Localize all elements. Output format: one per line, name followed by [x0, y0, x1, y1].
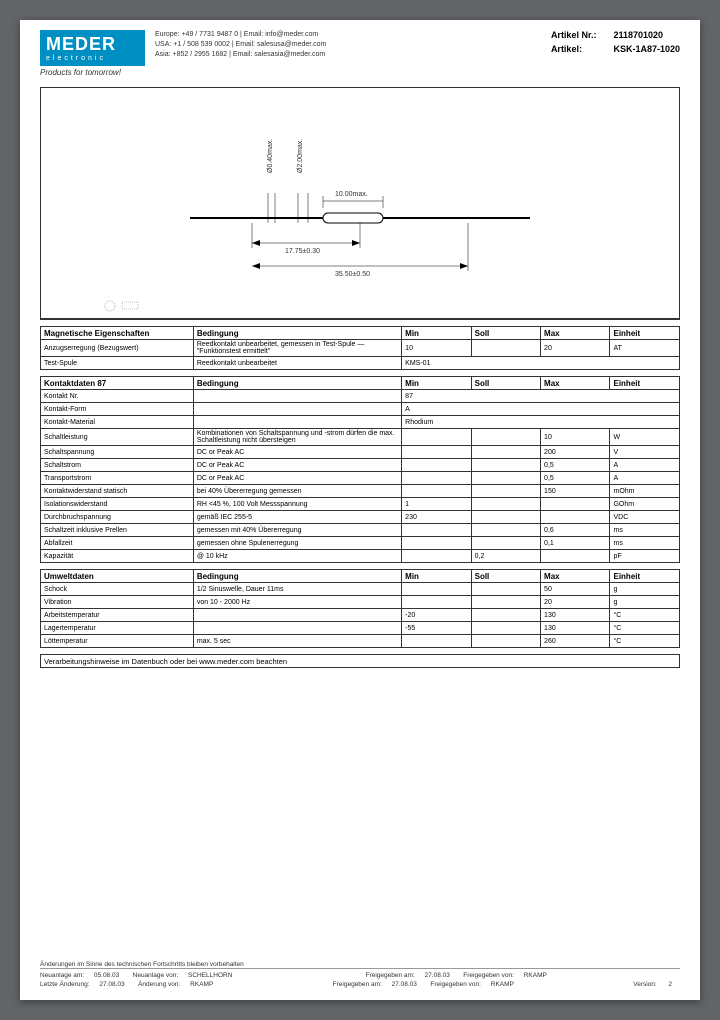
table-row: Abfallzeitgemessen ohne Spulenerregung0,… — [41, 537, 680, 550]
table-row: Schaltzeit inklusive Prellengemessen mit… — [41, 524, 680, 537]
footer-row-1: Neuanlage am: 05.08.03 Neuanlage von: SC… — [40, 972, 680, 979]
logo-main: MEDER — [46, 34, 139, 55]
table-row: Löttemperaturmax. 5 sec260°C — [41, 635, 680, 648]
table-row: SchaltstromDC or Peak AC0,5A — [41, 459, 680, 472]
spec-table: Magnetische EigenschaftenBedingungMinSol… — [40, 326, 680, 370]
table-row: Anzugserregung (Bezugswert)Reedkontakt u… — [41, 340, 680, 357]
table-row: IsolationswiderstandRH <45 %, 100 Volt M… — [41, 498, 680, 511]
article-info: Artikel Nr.: 2118701020 Artikel: KSK-1A8… — [551, 30, 680, 58]
processing-note: Verarbeitungshinweise im Datenbuch oder … — [41, 655, 680, 668]
spec-tables: Magnetische EigenschaftenBedingungMinSol… — [40, 326, 680, 648]
table-row: SchaltspannungDC or Peak AC200V — [41, 446, 680, 459]
technical-drawing: Ø0.40max. Ø2.00max. 10.00max. 17.75±0.30 — [41, 88, 679, 319]
processing-note-table: Verarbeitungshinweise im Datenbuch oder … — [40, 654, 680, 668]
footer: Änderungen im Sinne des technischen Fort… — [40, 961, 680, 988]
logo-sub: electronic — [46, 55, 139, 62]
contact-asia: Asia: +852 / 2955 1682 | Email: salesasi… — [155, 50, 541, 60]
table-row: TransportstromDC or Peak AC0,5A — [41, 472, 680, 485]
table-row: Kontakt-MaterialRhodium — [41, 416, 680, 429]
contacts: Europe: +49 / 7731 9487 0 | Email: info@… — [155, 30, 541, 59]
table-row: Schock1/2 Sinuswelle, Dauer 11ms50g — [41, 583, 680, 596]
footer-row-2: Letzte Änderung: 27.08.03 Änderung von: … — [40, 981, 680, 988]
contact-europe: Europe: +49 / 7731 9487 0 | Email: info@… — [155, 30, 541, 40]
table-row: Vibrationvon 10 - 2000 Hz20g — [41, 596, 680, 609]
table-row: Test-SpuleReedkontakt unbearbeitetKMS-01 — [41, 357, 680, 370]
logo: MEDER electronic — [40, 30, 145, 66]
table-row: Lagertemperatur-55130°C — [41, 622, 680, 635]
table-row: Durchbruchspannunggemäß IEC 255-5230VDC — [41, 511, 680, 524]
svg-text:17.75±0.30: 17.75±0.30 — [285, 248, 320, 255]
change-note: Änderungen im Sinne des technischen Fort… — [40, 961, 680, 968]
tagline: Products for tomorrow! — [40, 68, 145, 77]
svg-text:Ø0.40max.: Ø0.40max. — [267, 139, 274, 173]
article-name: KSK-1A87-1020 — [613, 44, 680, 54]
main-frame: Ø0.40max. Ø2.00max. 10.00max. 17.75±0.30 — [40, 87, 680, 320]
article-name-label: Artikel: — [551, 44, 611, 54]
table-row: Kontaktwiderstand statischbei 40% Überer… — [41, 485, 680, 498]
spec-table: UmweltdatenBedingungMinSollMaxEinheitSch… — [40, 569, 680, 648]
svg-text:35.50±0.50: 35.50±0.50 — [335, 271, 370, 278]
article-nr-label: Artikel Nr.: — [551, 30, 611, 40]
svg-text:Ø2.00max.: Ø2.00max. — [297, 139, 304, 173]
header: MEDER electronic Products for tomorrow! … — [40, 30, 680, 77]
logo-block: MEDER electronic Products for tomorrow! — [40, 30, 145, 77]
table-row: Kontakt Nr.87 — [41, 390, 680, 403]
spec-table: Kontaktdaten 87BedingungMinSollMaxEinhei… — [40, 376, 680, 563]
table-row: SchaltleistungKombinationen von Schaltsp… — [41, 429, 680, 446]
table-row: Arbeitstemperatur-20130°C — [41, 609, 680, 622]
svg-text:10.00max.: 10.00max. — [335, 191, 368, 198]
table-row: Kapazität@ 10 kHz0,2pF — [41, 550, 680, 563]
contact-usa: USA: +1 / 508 539 0002 | Email: salesusa… — [155, 40, 541, 50]
article-nr: 2118701020 — [613, 30, 663, 40]
table-row: Kontakt-FormA — [41, 403, 680, 416]
datasheet-page: MEDER electronic Products for tomorrow! … — [20, 20, 700, 1000]
